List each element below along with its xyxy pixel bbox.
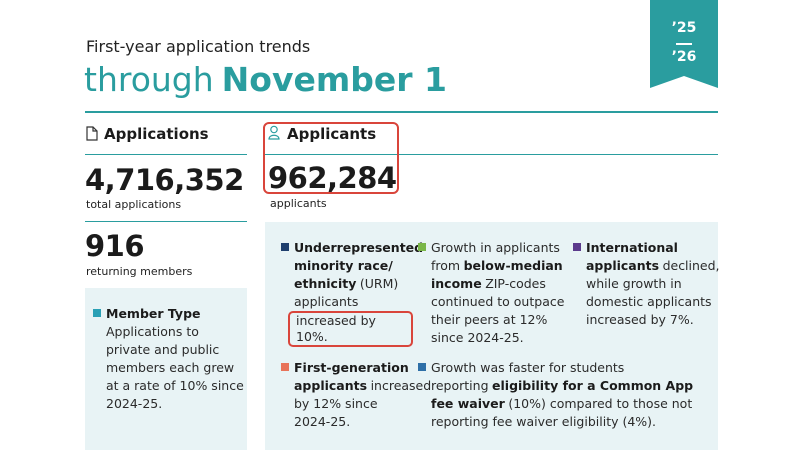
bullet [418,243,426,251]
note-text: International applicants [586,240,678,273]
document-icon [86,126,98,141]
returning-members: 916 [85,229,145,263]
applicants-total-label: applicants [270,197,327,210]
bullet [573,243,581,251]
highlighted-text: increased by 10%. [288,311,413,347]
note: Underrepresented minority race/ ethnicit… [281,239,423,347]
title: through November 1 [84,60,447,99]
divider [85,221,247,222]
member-type-panel [85,288,247,450]
note: Growth was faster for students reporting… [418,359,701,431]
applications-total: 4,716,352 [85,163,244,197]
note: International applicants declined, while … [573,239,721,329]
divider [85,111,718,113]
note-text: ZIP-codes continued to outpace their pee… [431,276,565,345]
title-prefix: through [84,60,214,99]
applications-total-label: total applications [86,198,182,211]
person-icon [268,125,280,140]
note-text: (10%) compared to those not reporting fe… [431,396,693,429]
note-text: First-generation applicants [294,360,409,393]
subtitle: First-year application trends [86,37,311,56]
applicants-total: 962,284 [268,161,397,195]
note-text: below-median income [431,258,563,291]
member-type-heading: Member Type [106,306,201,321]
badge-top: ’25 [671,20,697,36]
divider [85,154,247,155]
note-text: eligibility for a Common App fee waiver [431,378,694,411]
note-text: Growth was faster for students reporting [431,360,625,393]
note: First-generation applicants increased by … [281,359,431,431]
bullet [93,309,101,317]
note: Growth in applicants from below-median in… [418,239,571,347]
note-text: increased by 12% since 2024-25. [294,378,432,429]
badge [650,0,718,88]
note-text: declined, while growth in domestic appli… [586,258,720,327]
bullet [281,243,289,251]
applications-heading: Applications [104,125,209,143]
title-bold: November 1 [221,60,447,99]
divider [265,154,718,155]
applicants-heading: Applicants [287,125,377,143]
badge-bottom: ’26 [671,49,697,65]
note-text: Growth in applicants from [431,240,560,273]
bullet [418,363,426,371]
highlight-box [263,122,399,194]
applicants-panel [265,222,718,450]
returning-members-label: returning members [86,265,193,278]
note-text: Underrepresented minority race/ ethnicit… [294,240,424,291]
bullet [281,363,289,371]
member-type-note: Member Type Applications to private and … [93,305,246,413]
note-text: (URM) applicants [294,276,399,309]
member-type-text: Applications to private and public membe… [106,324,244,411]
